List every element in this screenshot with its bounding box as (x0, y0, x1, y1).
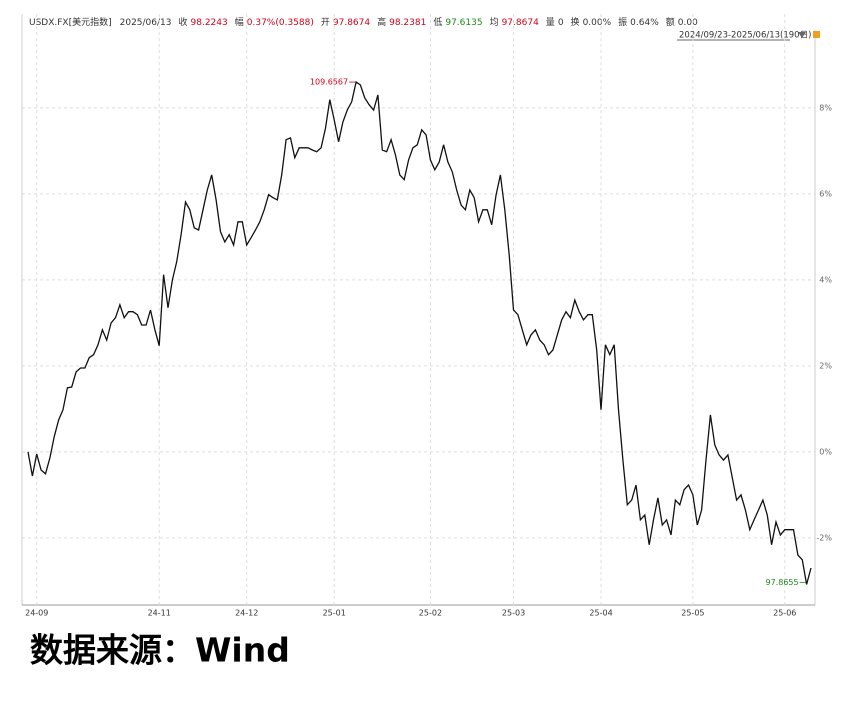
x-tick-label: 25-01 (323, 609, 346, 618)
header-field-label: 振 (618, 16, 627, 28)
header-field-label: 低 (433, 16, 442, 28)
y-tick-label: 0% (819, 447, 832, 456)
x-tick-label: 24-11 (148, 609, 171, 618)
max-annotation: 109.6567 (310, 78, 348, 87)
x-tick-label: 25-05 (681, 609, 704, 618)
header-field-label: 换 (571, 16, 580, 28)
header-field-label: 额 (666, 16, 675, 28)
header-field-value: 97.8674 (502, 18, 539, 28)
header-field-label: 高 (377, 16, 386, 28)
min-annotation: 97.8655 (766, 578, 799, 587)
y-tick-label: -2% (816, 533, 832, 542)
header-field-value: 0.00% (583, 18, 612, 28)
y-tick-label: 2% (819, 361, 832, 370)
header: USDX.FX[美元指数] 2025/06/13 收 98.2243 幅 0.37%(0.… (29, 16, 698, 28)
x-tick-label: 24-12 (235, 609, 258, 618)
dropdown-arrow[interactable] (798, 32, 806, 38)
header-field-label: 幅 (235, 16, 244, 28)
y-tick-label: 8% (819, 103, 832, 112)
header-field-value: 0.37%(0.3588) (247, 18, 314, 28)
x-tick-label: 25-06 (773, 609, 796, 618)
header-field-label: 开 (321, 17, 330, 28)
header-field-label: 量 (546, 17, 555, 28)
header-field-value: 98.2243 (191, 18, 228, 28)
source-note: 数据来源：Wind (30, 631, 290, 670)
header-field-value: 0.00 (678, 18, 698, 28)
header-field-value: 97.8674 (333, 18, 370, 28)
header-field-value: 98.2381 (389, 18, 426, 28)
x-tick-label: 25-04 (589, 609, 612, 618)
y-tick-label: 4% (819, 275, 832, 284)
settings-icon[interactable] (813, 31, 820, 38)
x-tick-label: 25-02 (419, 609, 442, 618)
header-field-value: 0.64% (630, 18, 659, 28)
line (27, 80, 812, 585)
x-tick-label: 25-03 (502, 609, 525, 618)
header-field-label: 均 (490, 16, 499, 28)
y-tick-label: 6% (819, 189, 832, 198)
x-tick-label: 24-09 (25, 609, 48, 618)
header-field-label: 收 (179, 16, 188, 28)
header-date: 2025/06/13 (120, 18, 172, 28)
header-symbol: USDX.FX[美元指数] (29, 16, 112, 28)
header-field-value: 97.6135 (445, 18, 482, 28)
header-field-value: 0 (558, 18, 564, 28)
range-selector[interactable]: 2024/09/23-2025/06/13(190日) (679, 31, 811, 41)
